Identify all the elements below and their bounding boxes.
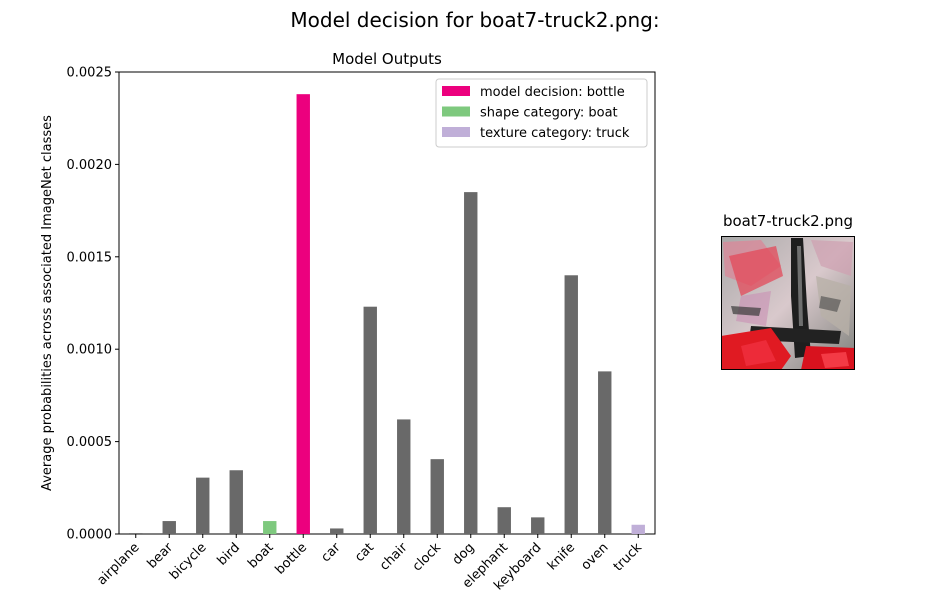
x-tick-label-chair: chair bbox=[377, 540, 411, 574]
x-tick-label-knife: knife bbox=[545, 540, 578, 573]
x-tick-label-airplane: airplane bbox=[94, 540, 142, 588]
image-title: boat7-truck2.png bbox=[722, 212, 854, 230]
legend-label-texture: texture category: truck bbox=[480, 126, 630, 141]
y-axis-label: Average probabilities across associated … bbox=[40, 115, 55, 491]
bar-elephant bbox=[497, 507, 511, 534]
bar-keyboard bbox=[531, 517, 545, 534]
bar-bird bbox=[229, 470, 243, 534]
bar-oven bbox=[598, 371, 612, 534]
legend-swatch-texture bbox=[442, 127, 470, 137]
y-tick-label: 0.0000 bbox=[67, 528, 113, 543]
y-tick-label: 0.0020 bbox=[67, 158, 113, 173]
plot-frame bbox=[118, 71, 656, 535]
bar-truck bbox=[631, 524, 645, 534]
x-tick-label-bird: bird bbox=[215, 540, 243, 568]
y-tick-label: 0.0015 bbox=[67, 250, 113, 265]
x-tick-label-oven: oven bbox=[578, 540, 611, 573]
bar-clock bbox=[430, 459, 444, 534]
bar-knife bbox=[564, 275, 578, 534]
stylized-image-thumbnail bbox=[721, 236, 855, 370]
bar-chair bbox=[397, 419, 411, 534]
bar-dog bbox=[464, 192, 478, 534]
y-tick-label: 0.0010 bbox=[67, 343, 113, 358]
x-tick-label-clock: clock bbox=[410, 540, 445, 575]
figure-title: Model decision for boat7-truck2.png: bbox=[290, 8, 660, 32]
legend-label-model_decision: model decision: bottle bbox=[480, 85, 625, 100]
x-tick-label-truck: truck bbox=[611, 540, 646, 575]
bar-car bbox=[330, 528, 344, 534]
bar-cat bbox=[363, 306, 377, 534]
legend-label-shape: shape category: boat bbox=[480, 106, 618, 121]
chart-title: Model Outputs bbox=[332, 50, 442, 68]
bar-bear bbox=[162, 521, 176, 534]
bar-bottle bbox=[296, 94, 310, 535]
x-tick-label-dog: dog bbox=[450, 540, 478, 568]
x-tick-label-bottle: bottle bbox=[273, 540, 310, 577]
legend-swatch-model_decision bbox=[442, 86, 470, 96]
bar-airplane bbox=[129, 533, 143, 534]
x-tick-label-car: car bbox=[318, 540, 344, 566]
legend-box bbox=[435, 78, 648, 148]
y-tick-label: 0.0005 bbox=[67, 435, 113, 450]
y-tick-label: 0.0025 bbox=[67, 66, 113, 81]
x-tick-label-bicycle: bicycle bbox=[167, 540, 210, 583]
bar-boat bbox=[263, 521, 277, 534]
legend-swatch-shape bbox=[442, 106, 470, 117]
bar-bicycle bbox=[196, 477, 210, 534]
x-tick-label-cat: cat bbox=[352, 540, 377, 565]
